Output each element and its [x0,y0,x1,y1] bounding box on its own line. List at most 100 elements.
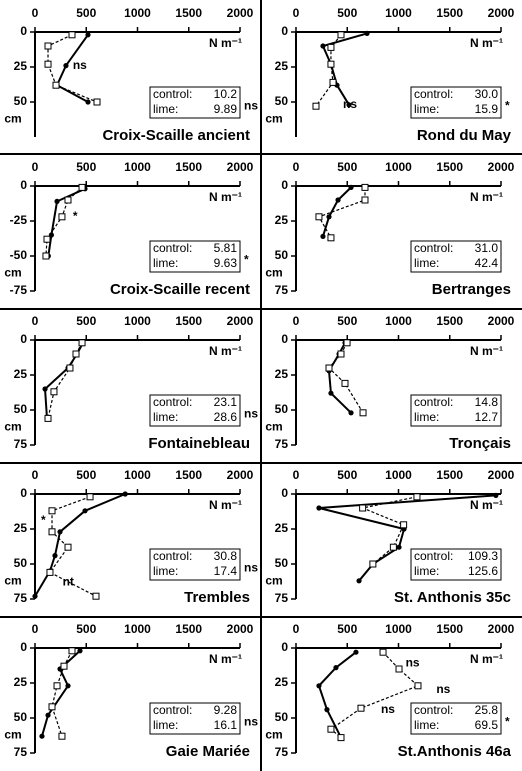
y-tick-label: 25 [14,521,28,535]
summary-box [410,240,502,273]
y-tick-label: 50 [275,248,289,262]
x-tick-label: 500 [76,314,96,328]
box-value: 69.5 [475,718,499,732]
panel-title: Tronçais [449,435,511,452]
point [341,379,349,387]
point [82,508,88,514]
x-tick-label: 1000 [385,6,412,20]
point [63,63,69,69]
x-tick-label: 0 [32,468,39,482]
point [337,350,345,358]
point [39,733,45,739]
point [46,568,54,576]
x-tick-label: 1000 [124,314,151,328]
box-label: control: [153,241,192,255]
x-tick-label: 0 [293,468,300,482]
point [44,414,52,422]
point [64,196,72,204]
point [86,493,94,501]
panel-title: Trembles [184,589,250,606]
x-tick-label: 2000 [488,468,515,482]
x-axis-label: N m⁻¹ [470,190,503,204]
summary-box [410,548,502,581]
panel: 0 500 1000 1500 2000 0 -25 -50 -75 cm N m⁻¹ * contro… [4,160,253,298]
point [315,213,323,221]
y-axis-label: cm [265,727,282,741]
box-label: control: [153,549,192,563]
x-tick-label: 2000 [227,314,254,328]
y-tick-label: 75 [275,745,289,759]
x-tick-label: 2000 [227,6,254,20]
x-tick-label: 1500 [175,314,202,328]
y-tick-label: 50 [14,556,28,570]
box-value: 25.8 [475,703,499,717]
x-tick-label: 0 [293,160,300,174]
x-axis-label: N m⁻¹ [209,652,242,666]
box-label: lime: [153,564,178,578]
y-tick-label: -50 [10,248,28,262]
point [359,409,367,417]
point [348,410,354,416]
y-axis-label: cm [4,573,21,587]
box-label: lime: [414,410,439,424]
x-tick-label: 2000 [488,160,515,174]
point [337,734,345,742]
point [369,560,377,568]
x-tick-label: 2000 [227,622,254,636]
annotation: ns [73,58,87,72]
point [379,648,387,656]
x-axis-label: N m⁻¹ [209,190,242,204]
point [122,491,128,497]
point [66,364,74,372]
x-tick-label: 500 [337,314,357,328]
box-label: lime: [153,410,178,424]
point [324,707,330,713]
point [325,364,333,372]
point [343,339,351,347]
box-value: 30.8 [214,549,238,563]
point [335,197,341,203]
box-label: lime: [153,256,178,270]
annotation: ns [436,682,450,696]
summary-box [410,86,502,119]
y-tick-label: 75 [275,437,289,451]
y-tick-label: 75 [275,591,289,605]
point [93,98,101,106]
y-tick-label: 0 [281,332,288,346]
panel: 0 500 1000 1500 2000 0 25 50 75 cm N m⁻¹ * nt control… [4,468,258,606]
point [326,214,332,220]
point [359,504,367,512]
y-axis-label: cm [265,573,282,587]
box-label: lime: [414,718,439,732]
x-tick-label: 1000 [385,160,412,174]
panel-title: Gaie Mariée [166,743,250,760]
x-tick-label: 0 [32,314,39,328]
y-axis-label: cm [265,265,282,279]
box-value: 23.1 [214,395,238,409]
panel: 0 500 1000 1500 2000 0 25 50 cm N m⁻¹ ns control: 10… [4,6,258,144]
point [48,507,56,515]
panel-title: Croix-Scaille recent [110,281,250,298]
y-tick-label: 0 [281,24,288,38]
point [78,339,86,347]
point [328,390,334,396]
point [333,665,339,671]
x-tick-label: 1000 [385,314,412,328]
box-label: control: [414,395,453,409]
x-tick-label: 2000 [488,314,515,328]
point [53,682,61,690]
x-tick-label: 1500 [436,468,463,482]
box-value: 10.2 [214,87,238,101]
y-tick-label: 50 [14,94,28,108]
x-tick-label: 500 [76,622,96,636]
y-tick-label: 25 [14,59,28,73]
y-tick-label: 50 [275,402,289,416]
y-tick-label: 25 [275,213,289,227]
box-label: control: [153,87,192,101]
y-tick-label: 0 [281,486,288,500]
box-label: control: [414,549,453,563]
point [42,252,50,260]
point [389,543,397,551]
x-tick-label: 1000 [124,622,151,636]
